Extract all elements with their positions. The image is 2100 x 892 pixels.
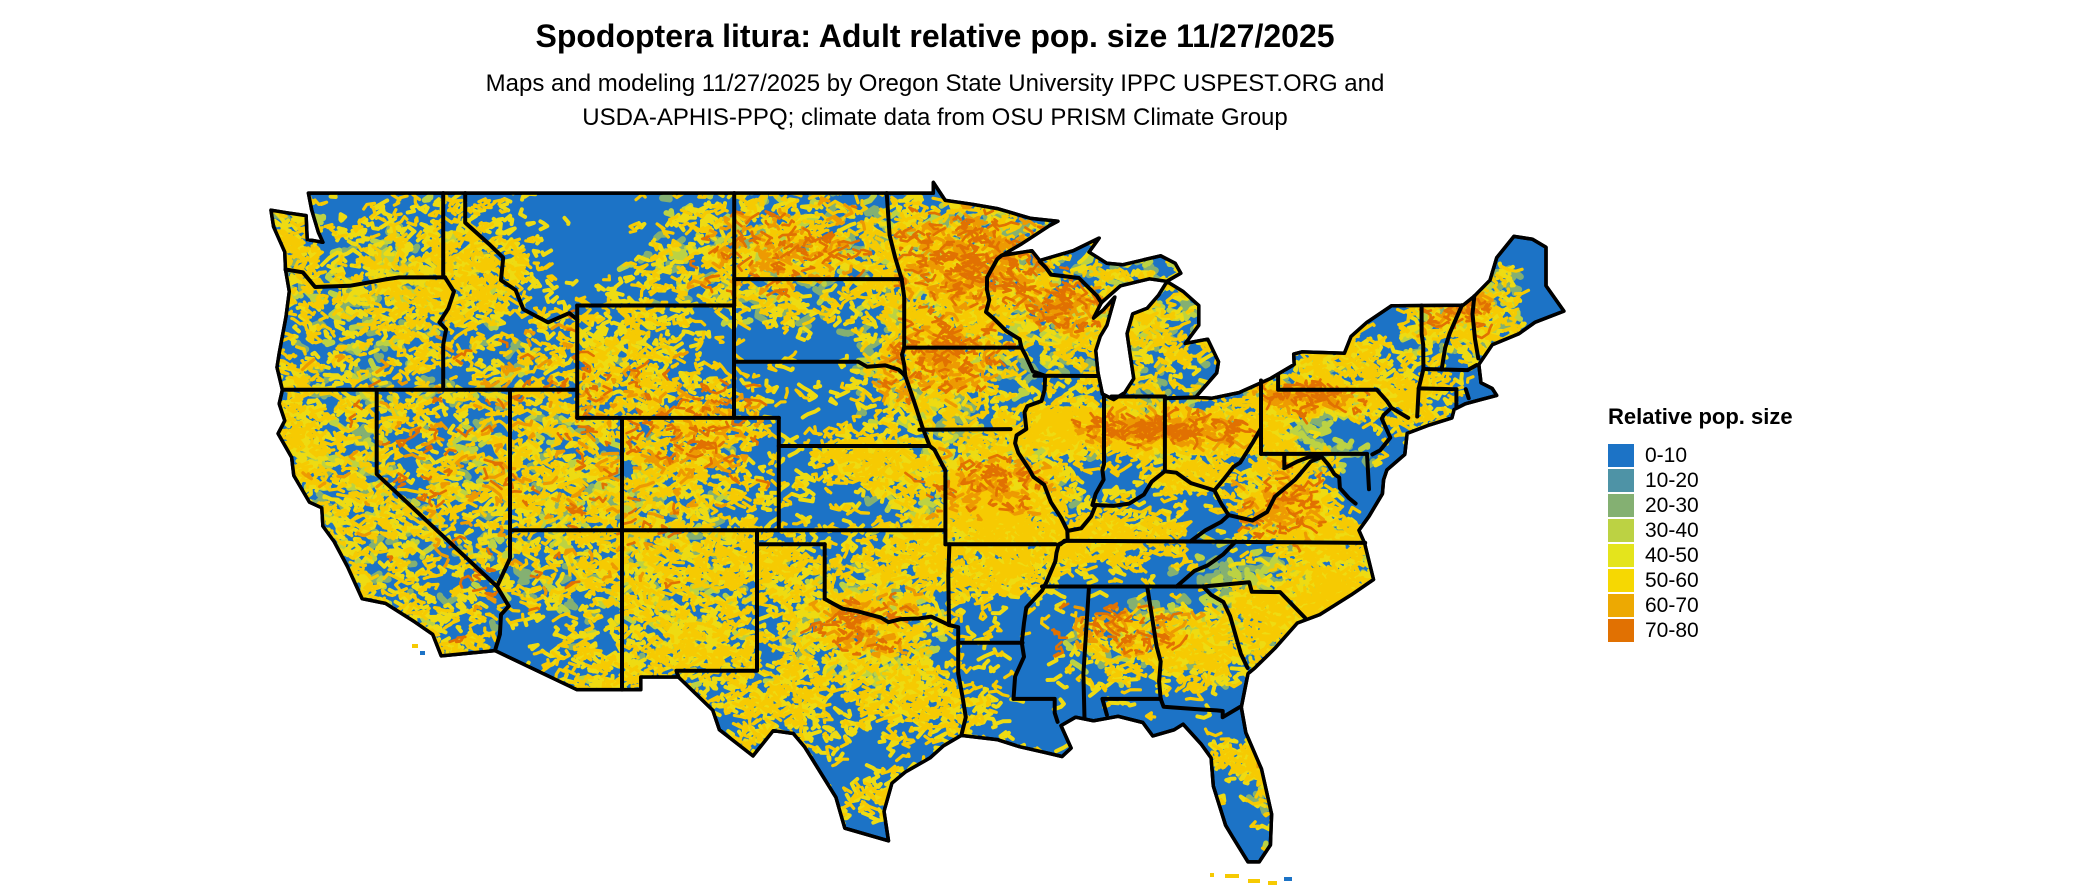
state-border-line: [1470, 294, 1481, 361]
legend-item-label: 20-30: [1645, 494, 1699, 517]
legend-item: 30-40: [1608, 519, 1793, 542]
state-border-line: [1282, 451, 1358, 506]
state-border-line: [374, 387, 511, 653]
state-border-line: [732, 359, 908, 378]
page-title: Spodoptera litura: Adult relative pop. s…: [535, 18, 1335, 54]
state-borders: [280, 191, 1481, 738]
state-border-line: [1188, 513, 1231, 544]
state-border-line: [1415, 303, 1426, 419]
legend-item: 70-80: [1608, 619, 1793, 642]
state-border-line: [984, 253, 1024, 350]
legend-swatch: [1608, 544, 1634, 567]
legend-swatch: [1608, 469, 1634, 492]
legend-item-label: 10-20: [1645, 469, 1699, 492]
state-border-line: [947, 623, 968, 738]
legend-item: 40-50: [1608, 544, 1793, 567]
state-border-line: [899, 277, 908, 378]
state-border-line: [903, 374, 948, 547]
state-border-line: [1065, 426, 1263, 533]
island-specks: [420, 651, 1292, 881]
state-border-line: [495, 528, 512, 589]
legend-item: 50-60: [1608, 569, 1793, 592]
state-border-line: [283, 267, 447, 289]
state-border-line: [1174, 539, 1238, 589]
state-border-line: [1201, 584, 1250, 670]
state-border-line: [884, 191, 904, 282]
state-border-line: [1145, 584, 1163, 701]
legend-item-label: 50-60: [1645, 569, 1699, 592]
state-border-line: [1162, 395, 1198, 401]
state-border-line: [674, 528, 759, 679]
state-border-line: [1439, 303, 1464, 372]
florida-keys-specks: [412, 644, 1277, 885]
legend-items: 0-10 10-20 20-30 30-40 40-50 50-60 60-70 70-80: [1608, 444, 1793, 642]
legend-item-label: 70-80: [1645, 619, 1699, 642]
state-border-line: [1370, 387, 1394, 457]
legend-item-label: 30-40: [1645, 519, 1699, 542]
state-border-line: [1463, 387, 1471, 401]
state-border-line: [1188, 539, 1368, 545]
state-border-line: [1421, 363, 1479, 373]
legend-swatch: [1608, 494, 1634, 517]
state-border-line: [1158, 696, 1243, 720]
page-subtitle: Maps and modeling 11/27/2025 by Oregon S…: [0, 67, 1870, 135]
legend-item-label: 40-50: [1645, 544, 1699, 567]
subtitle-line-2: USDA-APHIS-PPQ; climate data from OSU PR…: [582, 104, 1288, 131]
state-border-line: [1100, 696, 1163, 717]
coastline-outline: [269, 180, 1566, 864]
state-border-line: [437, 275, 456, 392]
header: Spodoptera litura: Adult relative pop. s…: [0, 0, 1870, 135]
state-border-line: [1011, 345, 1070, 701]
state-border-line: [1226, 455, 1324, 523]
legend-item: 10-20: [1608, 469, 1793, 492]
state-border-line: [822, 596, 951, 627]
state-border-line: [463, 191, 580, 325]
subtitle-line-1: Maps and modeling 11/27/2025 by Oregon S…: [485, 70, 1385, 97]
legend-item: 20-30: [1608, 494, 1793, 517]
state-border-line: [1276, 373, 1379, 392]
state-border-line: [1037, 259, 1104, 305]
state-border-line: [946, 542, 952, 627]
state-border-line: [1201, 580, 1308, 620]
legend-item: 0-10: [1608, 444, 1793, 467]
legend-swatch: [1608, 444, 1634, 467]
legend-swatch: [1608, 619, 1634, 642]
state-border-line: [1081, 584, 1091, 721]
state-border-line: [1090, 394, 1106, 507]
legend-swatch: [1608, 594, 1634, 617]
legend-swatch: [1608, 569, 1634, 592]
state-border-line: [1365, 451, 1371, 492]
legend-item: 60-70: [1608, 594, 1793, 617]
state-border-line: [1212, 488, 1231, 518]
state-border-line: [1011, 696, 1060, 724]
state-border-line: [1416, 386, 1459, 392]
state-border-line: [917, 427, 1013, 432]
legend-title: Relative pop. size: [1608, 404, 1793, 429]
legend-item-label: 60-70: [1645, 594, 1699, 617]
legend-item-label: 0-10: [1645, 444, 1688, 467]
state-border-line: [1389, 405, 1411, 420]
state-border-line: [1058, 538, 1193, 547]
legend-swatch: [1608, 519, 1634, 542]
map-legend: Relative pop. size 0-10 10-20 20-30 30-40 40…: [1608, 404, 1793, 644]
